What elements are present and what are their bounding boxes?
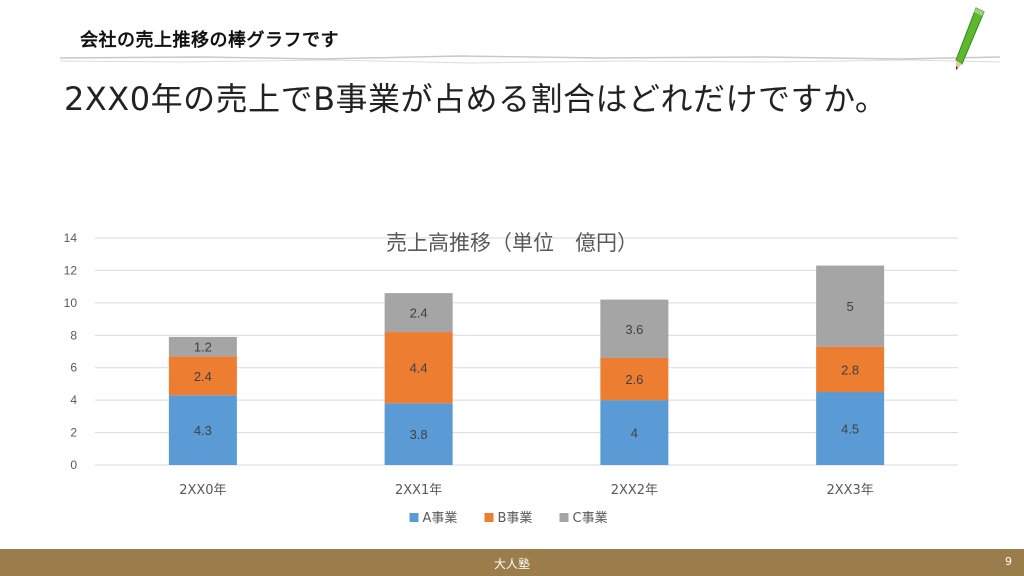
legend-label: C事業 bbox=[573, 510, 608, 526]
data-label: 3.8 bbox=[410, 427, 428, 442]
data-label: 5 bbox=[847, 299, 854, 314]
bar-segment bbox=[816, 265, 885, 347]
x-tick-label: 2XX1年 bbox=[395, 483, 442, 498]
data-label: 4 bbox=[631, 426, 638, 441]
pencil-icon bbox=[955, 7, 985, 70]
bar-segment bbox=[168, 356, 237, 396]
data-label: 2.6 bbox=[625, 372, 643, 387]
y-tick-label: 2 bbox=[70, 426, 77, 440]
chart-title: 売上高推移（単位 億円） bbox=[386, 231, 638, 255]
bar-segment bbox=[168, 336, 237, 357]
legend-swatch bbox=[409, 513, 419, 522]
footer-brand: 大人塾 bbox=[493, 557, 530, 571]
legend-swatch bbox=[484, 513, 494, 522]
torn-paper-divider bbox=[59, 55, 1001, 64]
x-tick-label: 2XX2年 bbox=[611, 483, 658, 498]
y-tick-label: 6 bbox=[70, 361, 77, 375]
page-number: 9 bbox=[1005, 555, 1012, 568]
y-tick-label: 0 bbox=[70, 458, 77, 472]
y-tick-label: 4 bbox=[70, 393, 77, 407]
legend-label: A事業 bbox=[423, 510, 458, 526]
bar-segment bbox=[600, 299, 669, 358]
question-text: 2XX0年の売上でB事業が占める割合はどれだけですか。 bbox=[64, 80, 888, 118]
bar-segment bbox=[384, 332, 453, 404]
slide-header: 会社の売上推移の棒グラフです bbox=[0, 0, 1024, 70]
bar-segment bbox=[384, 403, 453, 465]
data-label: 2.4 bbox=[410, 306, 428, 321]
bar-segment bbox=[168, 395, 237, 465]
bar-segment bbox=[600, 400, 669, 465]
data-label: 2.8 bbox=[841, 362, 859, 377]
stacked-bar-chart: 0 2 4 6 8 10 12 14 売上高推移（単位 億円） 4.3 2.4 1.2 2XX0年 3.8… bbox=[64, 231, 958, 526]
data-label: 4.4 bbox=[410, 361, 428, 376]
x-tick-label: 2XX0年 bbox=[179, 483, 226, 498]
x-tick-label: 2XX3年 bbox=[826, 483, 873, 498]
y-tick-label: 12 bbox=[64, 263, 78, 277]
data-label: 1.2 bbox=[194, 340, 212, 355]
data-label: 4.5 bbox=[841, 422, 859, 437]
legend-swatch bbox=[559, 513, 569, 522]
bar-segment bbox=[816, 346, 885, 393]
data-label: 2.4 bbox=[194, 369, 212, 384]
page-title: 会社の売上推移の棒グラフです bbox=[80, 30, 339, 51]
y-tick-label: 8 bbox=[70, 328, 77, 342]
bar-segment bbox=[816, 392, 885, 465]
y-tick-label: 14 bbox=[64, 231, 78, 245]
footer-bar: 大人塾 9 bbox=[0, 549, 1024, 576]
data-label: 4.3 bbox=[194, 423, 212, 438]
bar-segment bbox=[600, 357, 669, 401]
bar-segment bbox=[384, 293, 453, 333]
legend-label: B事業 bbox=[498, 510, 533, 526]
data-label: 3.6 bbox=[625, 322, 643, 337]
y-tick-label: 10 bbox=[64, 296, 78, 310]
